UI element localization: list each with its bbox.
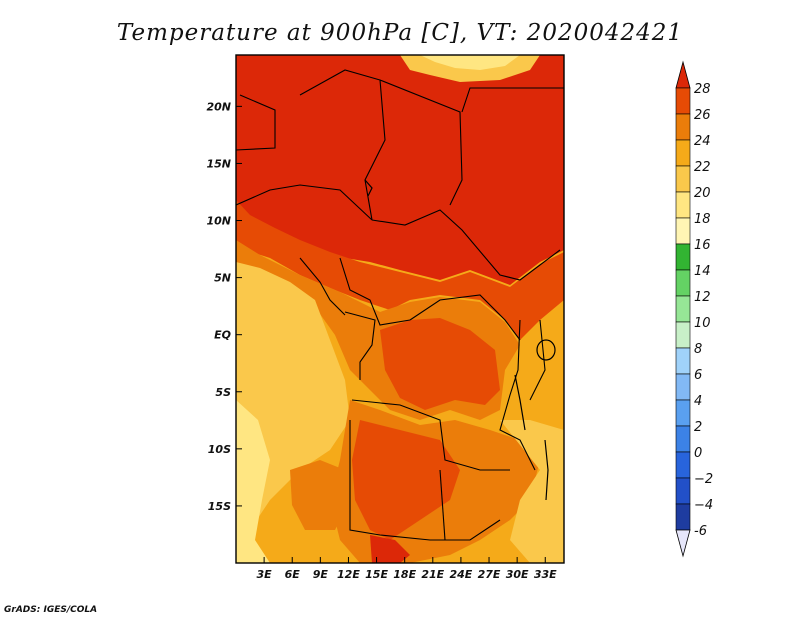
boundary-line (379, 79, 463, 206)
colorbar-label: 8 (694, 342, 702, 357)
boundary-line (339, 257, 411, 326)
colorbar-label: 20 (694, 186, 711, 201)
colorbar-swatch (675, 425, 691, 453)
field-region-basin (380, 318, 500, 410)
y-tick-label: 15N (206, 157, 231, 170)
footer-credit: GrADS: IGES/COLA (4, 605, 97, 615)
colorbar-swatch (675, 295, 691, 323)
x-axis: 3E 6E 9E 12E 15E 18E 21E 24E 27E 30E 33E (257, 557, 557, 581)
field-region-24-26-north (236, 200, 564, 340)
map-panel (236, 55, 564, 563)
x-tick-label: 3E (257, 568, 273, 581)
lake-chad (364, 179, 373, 197)
colorbar-label: 18 (694, 212, 711, 227)
lake-tanganyika (514, 374, 526, 431)
x-tick-label: 15E (365, 568, 388, 581)
boundary-line (236, 184, 373, 221)
boundary-line (461, 87, 564, 113)
colorbar-swatch (675, 477, 691, 505)
x-tick-label: 24E (450, 568, 473, 581)
x-tick-label: 9E (313, 568, 329, 581)
y-tick-label: 5N (214, 272, 231, 285)
colorbar-swatch (675, 165, 691, 193)
colorbar-label: 24 (694, 134, 711, 149)
colorbar-swatch (675, 269, 691, 297)
colorbar-swatch (675, 191, 691, 219)
colorbar-label: -6 (694, 524, 707, 539)
y-tick-label: 10S (208, 443, 231, 456)
boundary-line (499, 319, 536, 471)
x-tick-label: 21E (421, 568, 444, 581)
map-frame (235, 54, 565, 564)
colorbar-label: −4 (694, 498, 713, 513)
x-tick-label: 27E (478, 568, 501, 581)
colorbar-label: 26 (694, 108, 711, 123)
lakes (364, 179, 556, 501)
x-tick-label: 18E (393, 568, 416, 581)
colorbar-swatch (675, 451, 691, 479)
lake-victoria (536, 339, 556, 361)
colorbar-under-arrow (675, 529, 691, 558)
field-region-east-cool (500, 420, 564, 563)
boundary-line (439, 469, 446, 541)
colorbar-swatch (675, 399, 691, 427)
colorbar-swatch (675, 373, 691, 401)
colorbar-label: 16 (694, 238, 711, 253)
colorbar-label: 12 (694, 290, 711, 305)
boundary-line (299, 257, 346, 316)
field-region-south-hot (352, 420, 460, 540)
boundary-line (236, 94, 276, 151)
colorbar-label: 28 (694, 82, 711, 97)
colorbar-label: 4 (694, 394, 702, 409)
colorbar-label: 0 (694, 446, 702, 461)
boundary-line (351, 399, 510, 471)
field-region-north-hot (236, 55, 564, 285)
colorbar-label: 6 (694, 368, 702, 383)
country-boundaries (236, 69, 564, 541)
colorbar-swatch (675, 217, 691, 245)
boundary-line (529, 319, 546, 401)
colorbar-label: 22 (694, 160, 711, 175)
boundary-line (409, 294, 521, 341)
boundary-line (371, 209, 561, 281)
y-tick-label: EQ (214, 329, 231, 342)
y-tick-label: 10N (206, 215, 231, 228)
colorbar-swatch (675, 113, 691, 141)
colorbar-swatch (675, 347, 691, 375)
y-tick-label: 15S (208, 500, 231, 513)
x-tick-label: 6E (285, 568, 301, 581)
boundary-line (344, 311, 376, 380)
boundary-line (349, 420, 501, 541)
colorbar-label: 14 (694, 264, 711, 279)
field-region-sw-coast (236, 400, 270, 563)
colorbar-swatch (675, 87, 691, 115)
y-tick-label: 5S (215, 386, 231, 399)
colorbar-over-arrow (675, 60, 691, 89)
chart-title: Temperature at 900hPa [C], VT: 202004242… (117, 20, 683, 46)
colorbar-swatch (675, 321, 691, 349)
x-tick-label: 12E (337, 568, 360, 581)
boundary-line (299, 69, 386, 221)
field-region-south-hottest (370, 535, 410, 563)
y-tick-label: 20N (206, 100, 231, 113)
colorbar-label: 2 (694, 420, 702, 435)
colorbar-swatch (675, 503, 691, 531)
field-region-north-cooler (420, 55, 520, 70)
colorbar-swatch (675, 243, 691, 271)
colorbar-swatch (675, 139, 691, 167)
x-tick-label: 33E (534, 568, 557, 581)
colorbar-label: −2 (694, 472, 713, 487)
x-tick-label: 30E (506, 568, 529, 581)
y-axis: 20N 15N 10N 5N EQ 5S 10S 15S (206, 100, 242, 513)
field-region-southwest-hot (290, 460, 350, 530)
lake-malawi (544, 439, 549, 501)
colorbar-label: 10 (694, 316, 711, 331)
